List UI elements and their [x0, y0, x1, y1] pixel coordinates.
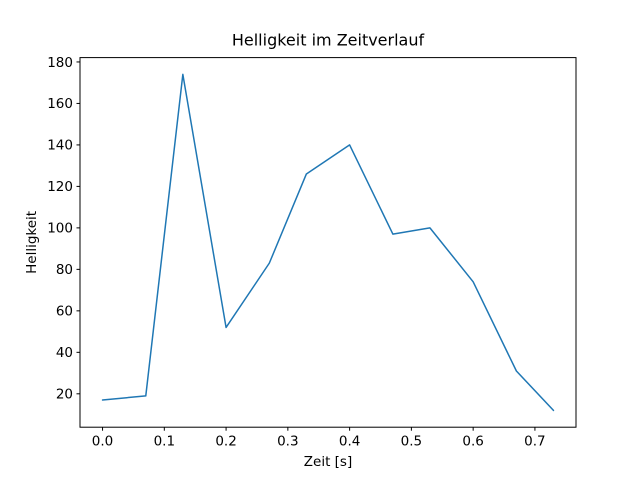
x-tick-label: 0.2 [215, 434, 236, 450]
y-tick-label: 180 [47, 55, 73, 71]
x-tick-label: 0.1 [154, 434, 175, 450]
tick-labels: 0.0 0.1 0.2 0.3 0.4 0.5 0.6 0.7 20 40 60 80 100 120 14… [47, 55, 545, 450]
x-tick-label: 0.5 [401, 434, 422, 450]
x-axis-label: Zeit [s] [304, 454, 352, 470]
y-tick-label: 80 [56, 262, 73, 278]
y-tick-label: 140 [47, 138, 73, 154]
chart-title: Helligkeit im Zeitverlauf [232, 31, 425, 50]
x-tick-label: 0.3 [277, 434, 298, 450]
data-series [101, 73, 555, 412]
y-tick-label: 160 [47, 96, 73, 112]
x-tick-label: 0.7 [524, 434, 545, 450]
y-axis-label: Helligkeit [24, 211, 40, 274]
data-line [101, 73, 555, 412]
x-tick-label: 0.0 [92, 434, 113, 450]
y-tick-label: 100 [47, 221, 73, 237]
plot-area [79, 57, 577, 428]
tick-marks [76, 61, 536, 431]
x-tick-label: 0.4 [339, 434, 360, 450]
y-tick-label: 60 [56, 304, 73, 320]
y-tick-label: 40 [56, 345, 73, 361]
x-tick-label: 0.6 [462, 434, 483, 450]
y-tick-label: 120 [47, 179, 73, 195]
y-tick-label: 20 [56, 387, 73, 403]
